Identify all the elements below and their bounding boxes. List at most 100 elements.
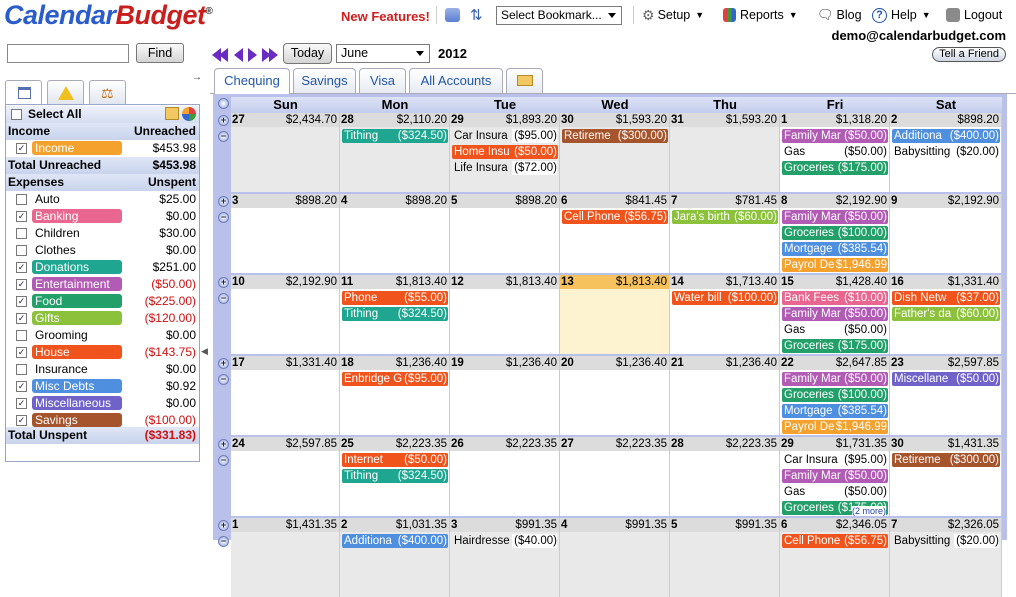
- expand-week-icon[interactable]: +: [218, 115, 229, 126]
- expand-week-icon[interactable]: +: [218, 439, 229, 450]
- day-number[interactable]: 6: [781, 519, 788, 531]
- new-features-link[interactable]: New Features!: [341, 9, 430, 24]
- day-number[interactable]: 29: [781, 438, 794, 450]
- day-number[interactable]: 11: [341, 276, 354, 288]
- tab-all-accounts[interactable]: All Accounts: [409, 68, 503, 93]
- edit-categories-icon[interactable]: [165, 107, 179, 120]
- event-item[interactable]: Tithing ($324.50): [342, 469, 448, 483]
- event-item[interactable]: Father's da ($60.00): [892, 307, 1000, 321]
- next-week-icon[interactable]: [248, 48, 257, 62]
- prev-month-icon[interactable]: [212, 48, 221, 62]
- day-cell[interactable]: 9 $2,192.90: [890, 194, 1002, 273]
- today-button[interactable]: Today: [283, 43, 332, 64]
- event-item[interactable]: Tithing ($324.50): [342, 129, 448, 143]
- category-row[interactable]: ✓ Misc Debts $0.92: [6, 378, 199, 395]
- day-number[interactable]: 5: [671, 519, 678, 531]
- day-cell[interactable]: 28 $2,110.20 Tithing ($324.50): [340, 113, 450, 192]
- sidebar-tab-calendar[interactable]: [5, 80, 42, 105]
- day-cell[interactable]: 29 $1,893.20 Car Insura ($95.00) Home Insu ($…: [450, 113, 560, 192]
- day-cell[interactable]: 12 $1,813.40: [450, 275, 560, 354]
- day-cell[interactable]: 4 $991.35: [560, 518, 670, 597]
- event-item[interactable]: Car Insura ($95.00): [452, 129, 558, 143]
- category-checkbox[interactable]: ✓: [16, 381, 27, 392]
- event-item[interactable]: Family Mar ($50.00): [782, 307, 888, 321]
- category-checkbox[interactable]: [16, 228, 27, 239]
- expand-week-icon[interactable]: +: [218, 196, 229, 207]
- day-number[interactable]: 1: [781, 114, 788, 126]
- category-checkbox[interactable]: [16, 364, 27, 375]
- day-number[interactable]: 20: [561, 357, 574, 369]
- reports-menu[interactable]: Reports ▼: [723, 5, 798, 25]
- event-item[interactable]: Car Insura ($95.00): [782, 453, 888, 467]
- day-number[interactable]: 5: [451, 195, 458, 207]
- category-row[interactable]: Clothes $0.00: [6, 242, 199, 259]
- day-number[interactable]: 2: [891, 114, 898, 126]
- day-number[interactable]: 22: [781, 357, 794, 369]
- event-item[interactable]: Groceries ($100.00): [782, 388, 888, 402]
- category-row[interactable]: ✓ Savings ($100.00): [6, 412, 199, 429]
- day-cell[interactable]: 6 $2,346.05 Cell Phone ($56.75): [780, 518, 890, 597]
- event-item[interactable]: Mortgage ($385.54): [782, 404, 888, 418]
- category-checkbox[interactable]: ✓: [16, 313, 27, 324]
- event-item[interactable]: Mortgage ($385.54): [782, 242, 888, 256]
- category-checkbox[interactable]: ✓: [16, 296, 27, 307]
- event-item[interactable]: Groceries($175.00): [782, 339, 888, 353]
- next-month-icon[interactable]: [262, 48, 271, 62]
- next-month-icon[interactable]: [269, 48, 278, 62]
- category-checkbox[interactable]: ✓: [16, 262, 27, 273]
- tell-friend-button[interactable]: Tell a Friend: [932, 47, 1006, 62]
- category-checkbox[interactable]: ✓: [16, 143, 27, 154]
- event-item[interactable]: Gas ($50.00): [782, 485, 888, 499]
- day-cell[interactable]: 27 $2,223.35: [560, 437, 670, 516]
- day-cell[interactable]: 7 $2,326.05 Babysitting ($20.00): [890, 518, 1002, 597]
- day-number[interactable]: 2: [341, 519, 348, 531]
- day-number[interactable]: 31: [671, 114, 684, 126]
- day-cell[interactable]: 2 $1,031.35 Additiona ($400.00): [340, 518, 450, 597]
- event-item[interactable]: Hairdresse ($40.00): [452, 534, 558, 548]
- prev-month-icon[interactable]: [219, 48, 228, 62]
- event-item[interactable]: Gas ($50.00): [782, 145, 888, 159]
- day-cell[interactable]: 23 $2,597.85 Miscellane ($50.00): [890, 356, 1002, 435]
- day-cell[interactable]: 25 $2,223.35 Internet ($50.00) Tithing ($324.…: [340, 437, 450, 516]
- day-cell[interactable]: 20 $1,236.40: [560, 356, 670, 435]
- day-number[interactable]: 17: [232, 357, 245, 369]
- day-cell[interactable]: 1 $1,318.20 Family Mar ($50.00) Gas ($50.00) G…: [780, 113, 890, 192]
- event-item[interactable]: Home Insu ($50.00): [452, 145, 558, 159]
- day-number[interactable]: 15: [781, 276, 794, 288]
- collapse-week-icon[interactable]: −: [218, 374, 229, 385]
- day-number[interactable]: 30: [891, 438, 904, 450]
- event-item[interactable]: Water bill ($100.00): [672, 291, 778, 305]
- search-input[interactable]: [7, 44, 129, 63]
- event-item[interactable]: Dish Netw ($37.00): [892, 291, 1000, 305]
- day-number[interactable]: 3: [451, 519, 458, 531]
- day-number[interactable]: 19: [451, 357, 464, 369]
- category-row[interactable]: ✓ Banking $0.00: [6, 208, 199, 225]
- category-row[interactable]: Children $30.00: [6, 225, 199, 242]
- event-item[interactable]: Payrol De $1,946.99: [782, 420, 888, 434]
- day-cell[interactable]: 30 $1,593.20 Retireme ($300.00): [560, 113, 670, 192]
- day-cell[interactable]: 30 $1,431.35 Retireme ($300.00): [890, 437, 1002, 516]
- collapse-week-icon[interactable]: −: [218, 293, 229, 304]
- tab-savings[interactable]: Savings: [293, 68, 356, 93]
- expand-week-icon[interactable]: +: [218, 277, 229, 288]
- category-checkbox[interactable]: [16, 330, 27, 341]
- day-number[interactable]: 6: [561, 195, 568, 207]
- day-cell[interactable]: 1 $1,431.35: [231, 518, 340, 597]
- day-number[interactable]: 4: [341, 195, 348, 207]
- category-checkbox[interactable]: ✓: [16, 398, 27, 409]
- category-row[interactable]: Auto $25.00: [6, 191, 199, 208]
- month-select[interactable]: June: [336, 44, 430, 63]
- category-row[interactable]: ✓ Miscellaneous $0.00: [6, 395, 199, 412]
- day-cell[interactable]: 5 $991.35: [670, 518, 780, 597]
- event-item[interactable]: Miscellane ($50.00): [892, 372, 1000, 386]
- day-number[interactable]: 25: [341, 438, 354, 450]
- day-number[interactable]: 28: [341, 114, 354, 126]
- logo[interactable]: CalendarBudget®: [4, 0, 213, 31]
- day-number[interactable]: 12: [451, 276, 464, 288]
- day-cell[interactable]: 16 $1,331.40 Dish Netw ($37.00) Father's da(…: [890, 275, 1002, 354]
- day-number[interactable]: 10: [232, 276, 245, 288]
- day-number[interactable]: 30: [561, 114, 574, 126]
- day-cell[interactable]: 24 $2,597.85: [231, 437, 340, 516]
- event-item[interactable]: Cell Phone ($56.75): [562, 210, 668, 224]
- day-cell[interactable]: 8 $2,192.90 Family Mar ($50.00) Groceries ($1…: [780, 194, 890, 273]
